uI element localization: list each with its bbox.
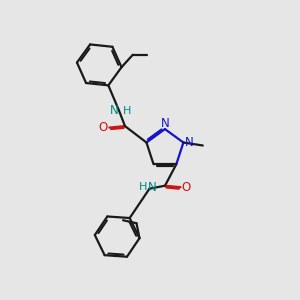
Text: N: N bbox=[160, 117, 169, 130]
Text: H: H bbox=[123, 106, 131, 116]
Text: N: N bbox=[185, 136, 194, 149]
Text: O: O bbox=[99, 121, 108, 134]
Text: O: O bbox=[182, 181, 191, 194]
Text: H: H bbox=[139, 182, 147, 192]
Text: N: N bbox=[110, 104, 119, 117]
Text: N: N bbox=[148, 181, 157, 194]
